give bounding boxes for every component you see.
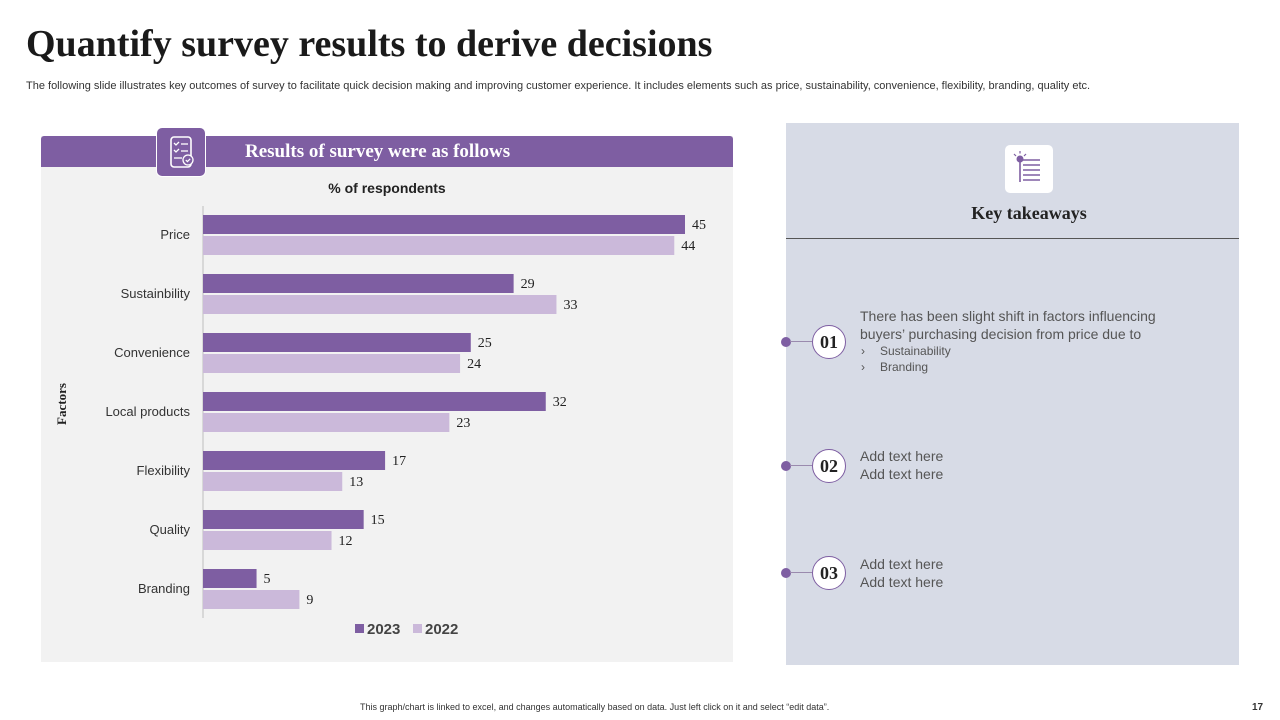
data-label: 9 bbox=[306, 593, 313, 608]
data-label: 45 bbox=[692, 218, 706, 233]
survey-checklist-icon bbox=[156, 127, 206, 177]
takeaway-1-marker bbox=[781, 337, 791, 347]
data-label: 15 bbox=[371, 513, 385, 528]
data-label: 12 bbox=[339, 534, 353, 549]
bar-2023-local-products bbox=[203, 392, 546, 411]
bar-2022-local-products bbox=[203, 413, 450, 432]
takeaway-2-line1: Add text here bbox=[860, 448, 944, 464]
bar-2022-sustainbility bbox=[203, 295, 557, 314]
takeaway-1-text: There has been slight shift in factors i… bbox=[860, 307, 1156, 375]
slide-subtitle: The following slide illustrates key outc… bbox=[26, 80, 1091, 92]
data-label: 25 bbox=[478, 336, 492, 351]
takeaways-title: Key takeaways bbox=[971, 203, 1087, 223]
takeaway-2-number: 02 bbox=[812, 449, 846, 483]
chevron-right-icon: › bbox=[861, 360, 865, 374]
bar-2023-quality bbox=[203, 510, 364, 529]
chevron-right-icon: › bbox=[861, 344, 865, 358]
data-label: 17 bbox=[392, 454, 406, 469]
category-label: Price bbox=[160, 227, 190, 242]
category-label: Convenience bbox=[114, 345, 190, 360]
bar-2023-convenience bbox=[203, 333, 471, 352]
data-label: 32 bbox=[553, 395, 567, 410]
data-label: 44 bbox=[681, 239, 695, 254]
takeaways-divider bbox=[786, 238, 1239, 239]
chart-panel: Results of survey were as follows % of r… bbox=[41, 127, 733, 662]
bar-2023-branding bbox=[203, 569, 257, 588]
takeaway-1-bullet: › Sustainability bbox=[861, 344, 951, 358]
category-label: Local products bbox=[105, 404, 190, 419]
data-label: 33 bbox=[563, 298, 577, 313]
takeaway-1-bullet: › Branding bbox=[861, 360, 929, 374]
category-label: Branding bbox=[138, 581, 190, 596]
bar-2023-sustainbility bbox=[203, 274, 514, 293]
takeaway-3-number: 03 bbox=[812, 556, 846, 590]
takeaway-2-line2: Add text here bbox=[860, 466, 944, 482]
data-label: 13 bbox=[349, 475, 363, 490]
takeaway-3-marker bbox=[781, 568, 791, 578]
takeaway-1-number: 01 bbox=[812, 325, 846, 359]
takeaway-1-line2: buyers’ purchasing decision from price d… bbox=[860, 326, 1142, 342]
takeaway-1-bullets: › Sustainability › Branding bbox=[860, 343, 1156, 375]
category-label: Quality bbox=[150, 522, 191, 537]
bar-2022-convenience bbox=[203, 354, 461, 373]
y-axis-title: Factors bbox=[54, 383, 69, 425]
slide-title: Quantify survey results to derive decisi… bbox=[26, 23, 713, 65]
legend-swatch-2023 bbox=[355, 624, 364, 633]
takeaway-3-connector bbox=[790, 572, 812, 573]
bar-2023-flexibility bbox=[203, 451, 386, 470]
category-label: Sustainbility bbox=[121, 286, 191, 301]
page-number: 17 bbox=[1252, 702, 1264, 713]
data-label: 24 bbox=[467, 357, 481, 372]
takeaway-3-line2: Add text here bbox=[860, 574, 944, 590]
data-label: 23 bbox=[456, 416, 470, 431]
checklist-idea-icon bbox=[1005, 145, 1053, 193]
legend-swatch-2022 bbox=[413, 624, 422, 633]
legend-label-2023: 2023 bbox=[367, 621, 400, 638]
takeaway-3-text: Add text here Add text here bbox=[860, 555, 943, 591]
bar-2023-price bbox=[203, 215, 685, 234]
data-label: 29 bbox=[521, 277, 535, 292]
takeaway-3-line1: Add text here bbox=[860, 556, 944, 572]
category-label: Flexibility bbox=[137, 463, 191, 478]
chart-header-title: Results of survey were as follows bbox=[245, 141, 511, 162]
chart-title: % of respondents bbox=[328, 180, 446, 196]
key-takeaways-panel: Key takeaways 01 There has been slight s… bbox=[781, 123, 1239, 665]
bar-chart: % of respondents Factors Price 45 44 Sustai… bbox=[54, 180, 706, 638]
takeaway-1-connector bbox=[790, 341, 812, 342]
bar-2022-branding bbox=[203, 590, 300, 609]
bar-2022-flexibility bbox=[203, 472, 343, 491]
legend-label-2022: 2022 bbox=[425, 621, 458, 638]
takeaway-2-text: Add text here Add text here bbox=[860, 447, 943, 483]
bar-2022-price bbox=[203, 236, 675, 255]
data-label: 5 bbox=[264, 572, 271, 587]
takeaway-2-connector bbox=[790, 465, 812, 466]
takeaway-2-marker bbox=[781, 461, 791, 471]
takeaway-1-line1: There has been slight shift in factors i… bbox=[860, 308, 1156, 324]
footer-note: This graph/chart is linked to excel, and… bbox=[360, 702, 830, 712]
bar-2022-quality bbox=[203, 531, 332, 550]
